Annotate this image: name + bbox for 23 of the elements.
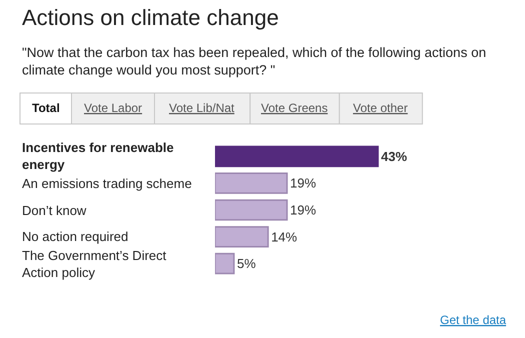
text: Get the data xyxy=(440,313,506,327)
text: Vote Labor xyxy=(84,101,142,115)
data-label: 19% xyxy=(290,176,316,191)
y-tick-label: The Government’s Direct Action policy xyxy=(22,248,167,280)
text: Vote other xyxy=(353,101,408,115)
chart-title: Actions on climate change xyxy=(22,5,279,30)
text: Vote Lib/Nat xyxy=(169,101,236,115)
bar xyxy=(215,172,288,194)
data-label: 43% xyxy=(381,148,408,164)
bar xyxy=(215,146,379,168)
y-tick-label: Don’t know xyxy=(22,203,87,218)
y-tick-label: No action required xyxy=(22,229,128,244)
text: Vote Greens xyxy=(261,101,328,115)
y-tick-label: An emissions trading scheme xyxy=(22,176,192,191)
data-label: 14% xyxy=(271,229,298,244)
bar xyxy=(215,226,269,248)
bar xyxy=(215,252,235,274)
data-label: 19% xyxy=(290,202,316,218)
y-tick-label: Incentives for renewable energy xyxy=(22,140,174,172)
data-label: 5% xyxy=(236,256,256,272)
chart-subtitle: "Now that the carbon tax has been repealed, which of the following actions on climate change would you most support? " xyxy=(22,45,486,78)
bar xyxy=(215,199,288,221)
text: Total xyxy=(32,101,60,115)
